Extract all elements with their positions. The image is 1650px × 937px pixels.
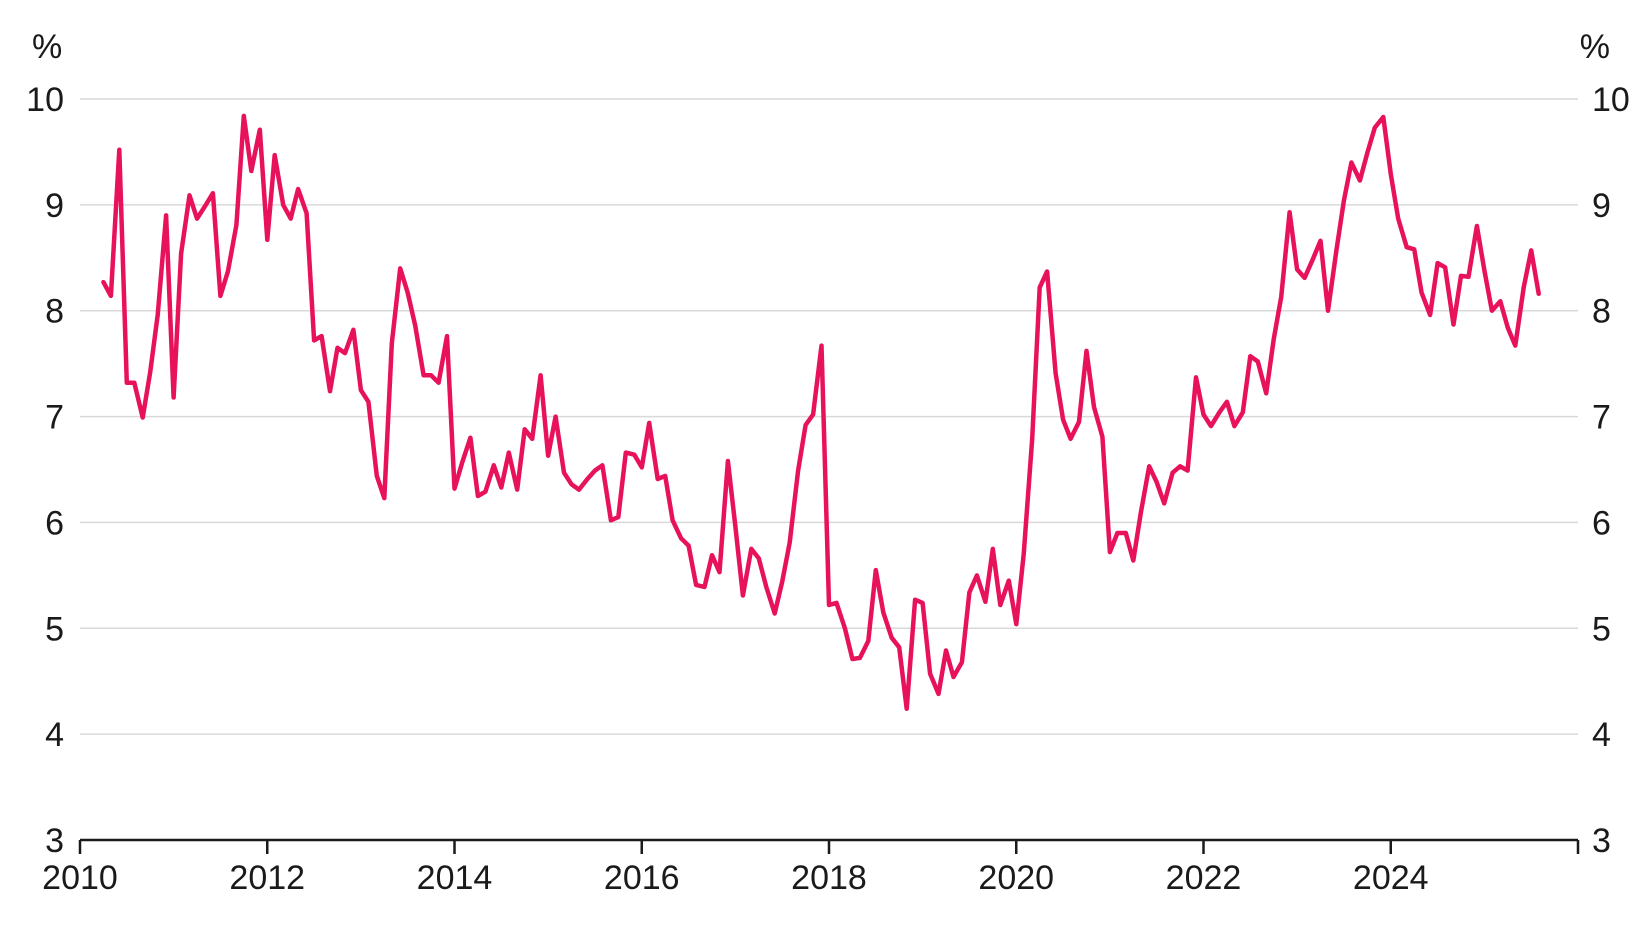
x-tick-label: 2014 bbox=[417, 859, 493, 897]
x-axis-ticks bbox=[78, 840, 1580, 854]
x-tick-label: 2010 bbox=[42, 859, 118, 897]
left-y-tick-labels: 3 4 5 6 7 8 9 10 bbox=[26, 81, 64, 860]
x-tick-label: 2016 bbox=[604, 859, 680, 897]
y-tick-label-right: 8 bbox=[1592, 293, 1611, 331]
y-tick-label-left: 8 bbox=[45, 293, 64, 331]
y-tick-label-right: 3 bbox=[1592, 822, 1611, 860]
y-tick-label-right: 10 bbox=[1592, 81, 1630, 119]
right-y-tick-labels: 3 4 5 6 7 8 9 10 bbox=[1592, 81, 1630, 860]
y-tick-label-left: 9 bbox=[45, 187, 64, 225]
y-tick-label-right: 5 bbox=[1592, 610, 1611, 648]
y-tick-label-left: 3 bbox=[45, 822, 64, 860]
x-tick-label: 2018 bbox=[791, 859, 867, 897]
x-tick-label: 2012 bbox=[229, 859, 305, 897]
y-tick-label-right: 9 bbox=[1592, 187, 1611, 225]
gridlines bbox=[80, 98, 1578, 735]
y-tick-label-left: 7 bbox=[45, 399, 64, 437]
x-tick-label: 2024 bbox=[1353, 859, 1429, 897]
left-y-unit-label: % bbox=[32, 28, 62, 66]
y-tick-label-right: 4 bbox=[1592, 716, 1611, 754]
right-y-unit-label: % bbox=[1580, 28, 1610, 66]
series-line-0 bbox=[101, 113, 1541, 711]
y-tick-label-right: 7 bbox=[1592, 399, 1611, 437]
x-tick-labels: 2010 2012 2014 2016 2018 2020 2022 2024 bbox=[42, 859, 1428, 897]
y-tick-label-right: 6 bbox=[1592, 504, 1611, 542]
y-tick-label-left: 5 bbox=[45, 610, 64, 648]
x-tick-label: 2020 bbox=[978, 859, 1054, 897]
x-tick-label: 2022 bbox=[1166, 859, 1242, 897]
y-tick-label-left: 10 bbox=[26, 81, 64, 119]
series-group bbox=[101, 113, 1541, 711]
y-tick-label-left: 4 bbox=[45, 716, 64, 754]
y-tick-label-left: 6 bbox=[45, 504, 64, 542]
